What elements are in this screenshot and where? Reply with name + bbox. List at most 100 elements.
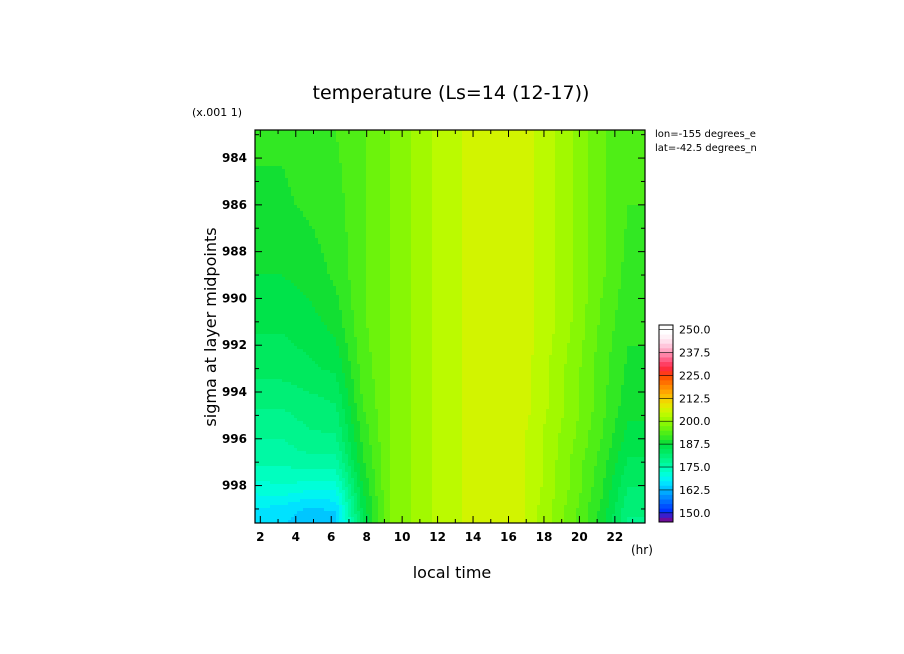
contour-cell: [288, 196, 292, 200]
contour-cell: [438, 133, 442, 137]
contour-cell: [276, 163, 280, 167]
contour-cell: [333, 202, 337, 206]
contour-cell: [606, 235, 610, 239]
contour-cell: [555, 220, 559, 224]
contour-cell: [600, 211, 604, 215]
contour-cell: [333, 184, 337, 188]
contour-cell: [264, 136, 268, 140]
contour-cell: [585, 154, 589, 158]
contour-cell: [576, 238, 580, 242]
contour-cell: [330, 151, 334, 155]
contour-cell: [309, 157, 313, 161]
contour-cell: [324, 223, 328, 227]
contour-cell: [399, 199, 403, 203]
contour-cell: [426, 205, 430, 209]
contour-cell: [381, 193, 385, 197]
contour-cell: [570, 208, 574, 212]
contour-cell: [315, 175, 319, 179]
contour-cell: [267, 178, 271, 182]
contour-cell: [315, 184, 319, 188]
contour-cell: [468, 166, 472, 170]
contour-cell: [354, 133, 358, 137]
contour-cell: [504, 163, 508, 167]
contour-cell: [294, 217, 298, 221]
contour-cell: [384, 208, 388, 212]
contour-cell: [426, 133, 430, 137]
contour-cell: [507, 217, 511, 221]
contour-cell: [579, 166, 583, 170]
contour-cell: [522, 154, 526, 158]
contour-cell: [453, 136, 457, 140]
contour-cell: [540, 214, 544, 218]
contour-cell: [363, 139, 367, 143]
contour-cell: [444, 226, 448, 230]
contour-cell: [342, 178, 346, 182]
contour-cell: [399, 184, 403, 188]
contour-cell: [627, 220, 631, 224]
contour-cell: [273, 136, 277, 140]
contour-cell: [294, 145, 298, 149]
contour-cell: [519, 229, 523, 233]
contour-cell: [447, 145, 451, 149]
contour-cell: [567, 160, 571, 164]
contour-cell: [354, 181, 358, 185]
contour-cell: [414, 211, 418, 215]
contour-cell: [369, 196, 373, 200]
contour-cell: [309, 175, 313, 179]
contour-cell: [462, 136, 466, 140]
contour-cell: [417, 181, 421, 185]
contour-cell: [507, 235, 511, 239]
contour-cell: [546, 142, 550, 146]
contour-cell: [420, 163, 424, 167]
contour-cell: [369, 187, 373, 191]
contour-cell: [354, 163, 358, 167]
contour-cell: [459, 175, 463, 179]
contour-cell: [363, 154, 367, 158]
contour-cell: [627, 142, 631, 146]
contour-cell: [270, 142, 274, 146]
contour-cell: [420, 172, 424, 176]
contour-cell: [495, 181, 499, 185]
contour-cell: [636, 175, 640, 179]
contour-cell: [420, 226, 424, 230]
contour-cell: [288, 178, 292, 182]
contour-cell: [603, 151, 607, 155]
contour-cell: [486, 154, 490, 158]
contour-cell: [408, 205, 412, 209]
contour-cell: [504, 169, 508, 173]
contour-cell: [591, 130, 595, 134]
contour-cell: [345, 199, 349, 203]
contour-cell: [465, 184, 469, 188]
contour-cell: [507, 145, 511, 149]
contour-cell: [522, 196, 526, 200]
contour-cell: [258, 205, 262, 209]
contour-cell: [621, 151, 625, 155]
contour-cell: [609, 175, 613, 179]
contour-cell: [603, 232, 607, 236]
contour-cell: [399, 154, 403, 158]
contour-cell: [594, 241, 598, 245]
contour-cell: [393, 190, 397, 194]
contour-cell: [345, 214, 349, 218]
contour-cell: [561, 136, 565, 140]
contour-cell: [564, 226, 568, 230]
contour-cell: [408, 193, 412, 197]
contour-cell: [447, 193, 451, 197]
contour-cell: [267, 226, 271, 230]
contour-cell: [432, 199, 436, 203]
contour-cell: [303, 181, 307, 185]
contour-cell: [294, 172, 298, 176]
contour-cell: [333, 133, 337, 137]
contour-cell: [300, 163, 304, 167]
contour-cell: [366, 214, 370, 218]
contour-cell: [264, 193, 268, 197]
contour-cell: [468, 154, 472, 158]
contour-cell: [405, 235, 409, 239]
contour-cell: [447, 208, 451, 212]
contour-cell: [429, 223, 433, 227]
contour-cell: [465, 133, 469, 137]
contour-cell: [348, 136, 352, 140]
contour-cell: [444, 154, 448, 158]
contour-cell: [300, 202, 304, 206]
contour-cell: [606, 196, 610, 200]
